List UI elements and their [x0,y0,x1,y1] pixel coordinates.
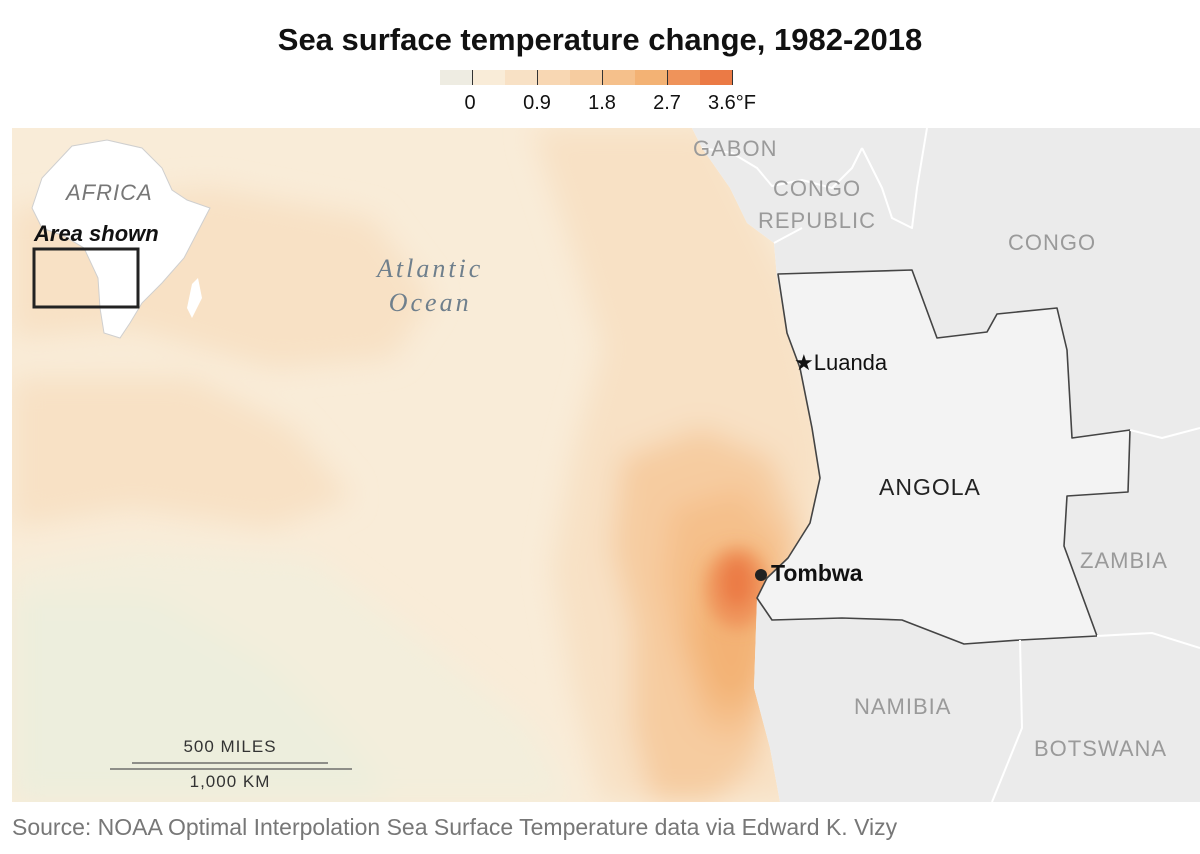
source-note: Source: NOAA Optimal Interpolation Sea S… [12,814,898,840]
legend-tick-3-6: 3.6°F [707,92,757,114]
sea-band-0-9-west [12,378,352,528]
legend-tick-2-7: 2.7 [653,92,681,114]
city-luanda-name: Luanda [813,350,888,375]
legend-tick-1-8: 1.8 [588,92,616,114]
legend-bin-2 [504,70,538,85]
legend-bin-7 [667,70,700,85]
legend-tick-mark-1 [536,70,538,85]
ocean-label-line-1: Atlantic [377,254,484,283]
label-zambia: ZAMBIA [1080,548,1168,573]
sea-band-3-6 [722,559,752,607]
legend-bin-5 [602,70,635,85]
legend-tick-mark-0 [471,70,473,85]
city-luanda: ★Luanda [794,350,887,376]
legend-tick-0: 0 [464,92,476,114]
area-shown-box [32,247,140,309]
legend-bin-6 [634,70,668,85]
scale-bar [110,762,352,770]
label-botswana: BOTSWANA [1034,736,1168,761]
legend-bin-4 [569,70,603,85]
legend-bin-0 [440,70,473,85]
border-cabinda [773,227,803,244]
tombwa-dot [755,569,767,581]
ocean-label-line-2: Ocean [388,288,472,317]
color-legend: 0 0.9 1.8 2.7 3.6°F [440,70,770,118]
africa-outline [31,139,211,339]
sea-band-coolest [12,598,392,802]
locator-inset [31,139,211,339]
scale-miles-label: 500 MILES [183,737,277,756]
label-gabon: GABON [693,136,778,161]
inset-africa-label: AFRICA [66,180,153,205]
ocean-label: Atlantic Ocean [377,252,483,320]
label-congo: CONGO [1008,230,1097,255]
legend-tick-mark-4 [731,70,733,85]
legend-bin-8 [699,70,732,85]
legend-bin-3 [537,70,570,85]
land [692,128,1200,802]
legend-tick-mark-2 [601,70,603,85]
map: Atlantic Ocean GABON CONGO REPUBLIC CONG… [12,128,1200,802]
border-congo-republic [861,128,928,229]
capital-star-icon: ★ [794,350,814,375]
border-gabon-congo [701,147,863,189]
label-congo-republic: CONGO REPUBLIC [758,176,876,234]
legend-tick-0-9: 0.9 [523,92,551,114]
border-zambia-south [1096,632,1200,649]
legend-bin-1 [472,70,505,85]
inset-area-shown-label: Area shown [34,221,159,246]
label-namibia: NAMIBIA [854,694,952,719]
label-congo-republic-line-1: CONGO [772,176,862,201]
map-title: Sea surface temperature change, 1982-201… [277,22,923,57]
madagascar [187,278,202,318]
city-tombwa: Tombwa [771,560,863,586]
legend-tick-mark-3 [666,70,668,85]
border-zambia-north [1129,427,1200,439]
map-canvas [12,128,1200,802]
legend-color-bar [440,70,733,85]
label-congo-republic-line-2: REPUBLIC [758,208,877,233]
scale-km-label: 1,000 KM [189,772,271,791]
border-namibia-botswana [991,639,1023,802]
label-angola: ANGOLA [879,474,981,500]
